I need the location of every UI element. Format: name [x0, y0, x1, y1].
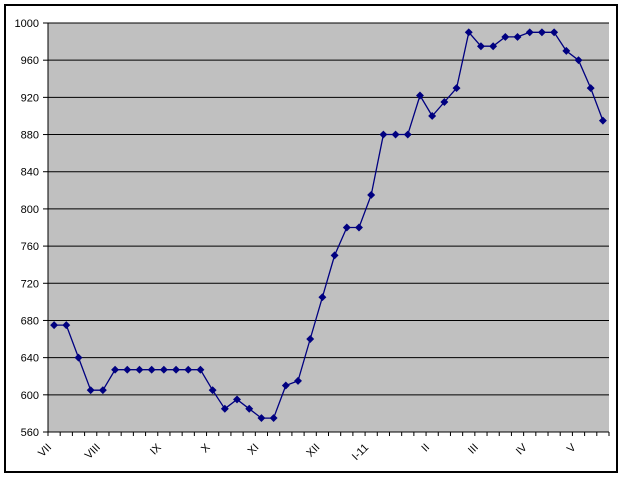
data-point-marker	[428, 111, 437, 120]
data-point-marker	[123, 365, 132, 374]
data-point-marker	[330, 251, 339, 260]
data-point-marker	[574, 56, 583, 65]
data-point-marker	[391, 130, 400, 139]
data-point-marker	[440, 98, 449, 106]
data-point-marker	[220, 404, 229, 413]
svg-text:560: 560	[21, 427, 39, 439]
data-point-marker	[184, 365, 193, 374]
data-point-marker	[306, 335, 315, 344]
data-point-marker	[196, 365, 205, 374]
data-point-markers	[50, 28, 607, 423]
data-point-marker	[111, 365, 120, 374]
data-point-marker	[379, 130, 388, 139]
data-point-marker	[586, 84, 595, 93]
svg-text:640: 640	[21, 353, 39, 365]
data-point-marker	[403, 130, 412, 139]
data-point-marker	[598, 116, 607, 125]
data-point-marker	[476, 42, 485, 51]
data-point-marker	[562, 46, 571, 55]
svg-text:800: 800	[21, 204, 39, 216]
data-point-marker	[62, 321, 71, 330]
svg-text:600: 600	[21, 390, 39, 402]
plot-area	[48, 23, 609, 432]
data-point-marker	[172, 365, 181, 374]
data-point-marker	[355, 223, 363, 232]
data-point-marker	[135, 365, 144, 374]
svg-text:1000: 1000	[15, 18, 39, 30]
data-point-marker	[501, 32, 510, 41]
data-point-marker	[74, 353, 83, 362]
data-point-marker	[147, 365, 156, 374]
data-point-marker	[513, 32, 522, 41]
data-point-marker	[550, 28, 559, 37]
data-point-marker	[452, 84, 461, 93]
data-point-marker	[342, 223, 351, 232]
data-point-marker	[50, 321, 59, 330]
y-axis-labels: 560 600 640 680 720 760 800 840 880 920 960 1000	[15, 18, 39, 439]
data-point-marker	[294, 376, 302, 385]
data-point-marker	[159, 365, 168, 374]
data-point-marker	[525, 28, 534, 37]
data-point-marker	[233, 395, 241, 404]
data-point-marker	[281, 381, 290, 390]
data-point-marker	[98, 386, 107, 395]
data-point-marker	[464, 28, 473, 37]
data-point-marker	[416, 91, 424, 100]
y-axis-ticks	[43, 22, 48, 433]
svg-text:840: 840	[21, 167, 39, 179]
data-point-marker	[257, 414, 266, 423]
axis-lines	[47, 23, 609, 433]
svg-text:680: 680	[21, 315, 39, 327]
x-axis-ticks	[47, 432, 610, 436]
data-point-marker	[537, 28, 546, 37]
data-point-marker	[245, 404, 254, 413]
data-point-marker	[86, 386, 95, 395]
series-line	[54, 30, 604, 419]
svg-text:960: 960	[21, 55, 39, 67]
svg-text:760: 760	[21, 241, 39, 253]
gridlines	[48, 22, 609, 396]
data-point-marker	[489, 42, 498, 51]
svg-text:720: 720	[21, 278, 39, 290]
data-point-marker	[208, 386, 217, 395]
svg-text:880: 880	[21, 130, 39, 142]
data-point-marker	[269, 414, 278, 423]
svg-text:920: 920	[21, 92, 39, 104]
data-point-marker	[318, 293, 327, 302]
data-point-marker	[367, 191, 376, 199]
